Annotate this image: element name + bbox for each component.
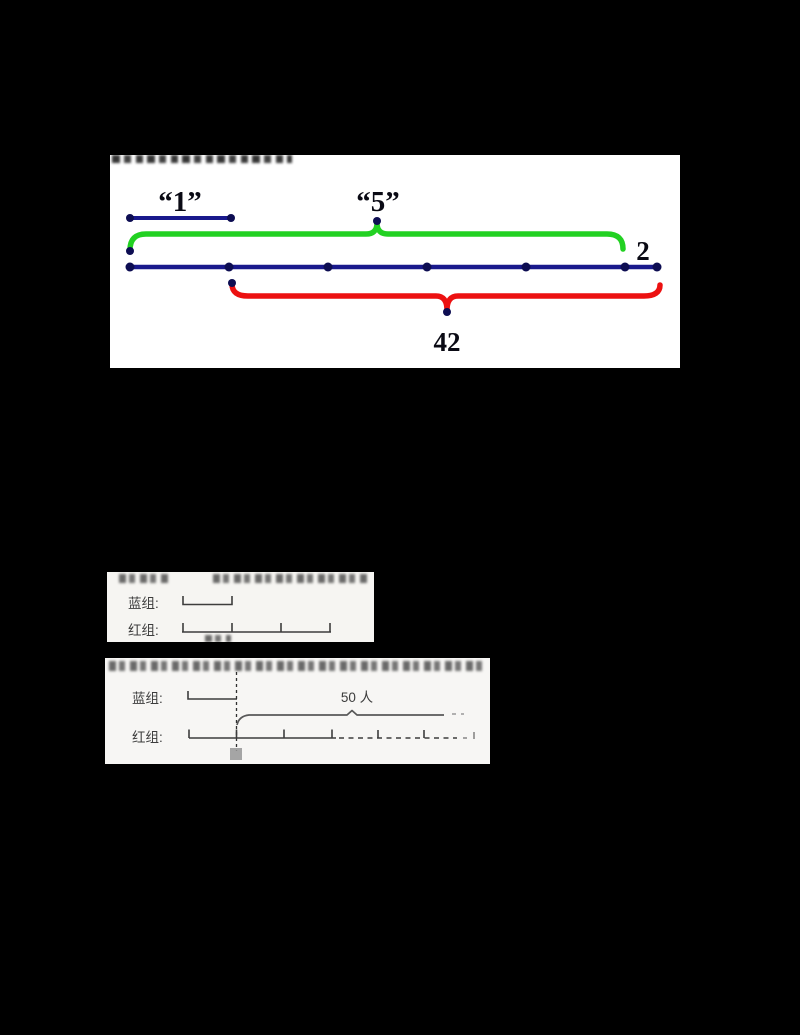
blue-group-label: 蓝组: <box>132 691 163 706</box>
brace-dot <box>443 308 451 316</box>
main-diagram-panel: “1” “5” 2 42 <box>110 155 680 368</box>
brace-dot <box>126 247 134 255</box>
segment-dot <box>126 214 134 222</box>
red-group-label: 红组: <box>132 730 163 745</box>
label-two-extra: 2 <box>636 236 650 266</box>
blue-group-label: 蓝组: <box>128 596 159 611</box>
blurred-text <box>213 574 369 583</box>
blue-group-segment <box>182 596 233 606</box>
red-group-solid-segment <box>188 729 336 739</box>
guide-handle <box>230 748 242 760</box>
label-total-42: 42 <box>434 327 461 357</box>
blue-group-segment <box>187 691 237 700</box>
count-brace <box>236 709 444 726</box>
label-five-units: “5” <box>356 186 400 218</box>
brace-dot <box>373 217 381 225</box>
main-line-dots <box>125 262 662 272</box>
small-model-diagram: 蓝组: 红组: <box>128 596 331 638</box>
blurred-text <box>119 574 171 583</box>
small-model-panel: 蓝组: 红组: <box>107 572 374 642</box>
brace-count-label: 50 人 <box>341 690 374 705</box>
red-group-label: 红组: <box>128 623 159 638</box>
blurred-caption-text <box>112 155 292 163</box>
red-group-tail-marks <box>463 732 475 739</box>
large-model-panel: 蓝组: 50 人 红组: <box>105 658 490 764</box>
blurred-text <box>109 661 483 671</box>
bar-model-diagram: “1” “5” 2 42 <box>125 186 663 357</box>
large-model-diagram: 蓝组: 50 人 红组: <box>132 672 475 760</box>
label-one-unit: “1” <box>158 186 202 218</box>
blurred-text <box>205 635 231 642</box>
green-brace <box>127 222 626 253</box>
red-group-segment <box>182 623 331 633</box>
red-brace <box>229 281 663 311</box>
red-group-dashed-ticks <box>377 730 425 738</box>
segment-dot <box>227 214 235 222</box>
brace-dot <box>228 279 236 287</box>
